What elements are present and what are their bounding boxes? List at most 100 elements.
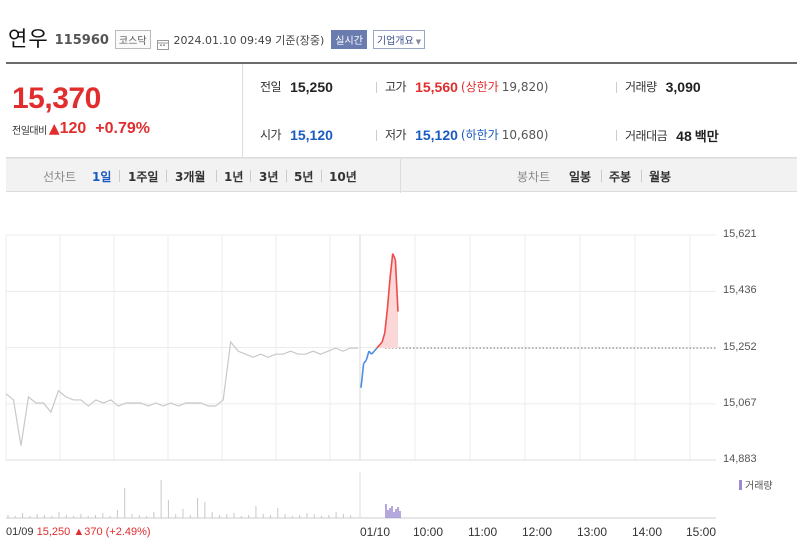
- candle-daily[interactable]: 일봉: [569, 170, 592, 184]
- y-tick-label: 15,067: [723, 396, 757, 409]
- x-tick-label: 15:00: [686, 525, 717, 539]
- today-line-segment: [386, 277, 391, 309]
- stat-sub-value: 19,820): [501, 79, 549, 94]
- realtime-button[interactable]: 실시간: [331, 29, 367, 49]
- company-name: 연우: [8, 27, 49, 51]
- line-chart-label: 선차트: [43, 170, 77, 184]
- today-line-segment: [378, 341, 383, 346]
- stat-amount: 거래대금 48 백만: [625, 126, 719, 146]
- volume-legend-label: 거래량: [745, 481, 773, 492]
- today-line-segment: [365, 350, 370, 361]
- prev-day-line: [5, 340, 358, 446]
- x-tick-label: 10:00: [413, 525, 444, 539]
- price-chart[interactable]: [0, 195, 797, 470]
- today-line-segment: [389, 253, 394, 279]
- divider: [641, 170, 642, 182]
- today-line-segment: [363, 359, 367, 364]
- stat-value: 48: [676, 127, 692, 144]
- today-line-segment: [391, 253, 397, 261]
- prev-change: 370: [84, 526, 103, 538]
- today-line-segment: [370, 350, 375, 355]
- volume-swatch: [739, 479, 742, 490]
- stat-label: 거래량: [625, 80, 657, 94]
- x-tick-label: 13:00: [577, 525, 608, 539]
- candle-chart-label: 봉차트: [517, 170, 551, 184]
- stat-value: 3,090: [665, 78, 701, 95]
- period-10y[interactable]: 10년: [329, 170, 357, 184]
- divider: [286, 170, 287, 182]
- prev-date: 01/09: [6, 526, 34, 538]
- y-tick-label: 15,436: [723, 284, 757, 297]
- stat-value: 15,120: [290, 126, 333, 143]
- today-line-segment: [376, 344, 381, 349]
- change-value: 120: [59, 120, 87, 137]
- stat-unit: 백만: [694, 130, 719, 145]
- period-1w[interactable]: 1주일: [128, 170, 159, 184]
- period-1y[interactable]: 1년: [224, 170, 244, 184]
- divider: [616, 130, 617, 141]
- period-3y[interactable]: 3년: [259, 170, 279, 184]
- volume-chart: [6, 472, 716, 519]
- datetime: 2024.01.10 09:49 기준(장중): [174, 32, 325, 48]
- stat-value: 15,250: [290, 78, 333, 95]
- company-overview-label: 기업개요: [376, 35, 414, 47]
- datetime-value: 2024.01.10 09:49: [173, 33, 272, 47]
- x-tick-label: 01/10: [360, 525, 391, 539]
- market-badge: 코스닥: [114, 29, 151, 49]
- up-arrow-icon: ▲: [73, 526, 85, 538]
- stat-sub-label: (하한가: [460, 128, 499, 142]
- period-5y[interactable]: 5년: [294, 170, 314, 184]
- stat-prev-close: 전일 15,250: [260, 78, 333, 95]
- divider: [601, 170, 602, 182]
- up-arrow-icon: ▲: [48, 121, 60, 137]
- stat-value: 15,560: [415, 78, 458, 95]
- change-label: 전일대비: [12, 125, 47, 137]
- up-area: [376, 253, 398, 349]
- stat-sub-label: (상한가: [460, 80, 499, 94]
- stat-label: 고가: [385, 80, 407, 94]
- x-tick-label: 14:00: [632, 525, 663, 539]
- today-line-segment: [381, 332, 386, 343]
- stat-label: 저가: [385, 128, 407, 142]
- prev-close: 15,250: [36, 526, 71, 538]
- datetime-basis: 기준(장중): [275, 33, 325, 47]
- stat-open: 시가 15,120: [260, 126, 333, 143]
- period-bar: 선차트 1일 1주일 3개월 1년 3년 5년 10년 봉차트 일봉 주봉 월봉: [6, 158, 797, 193]
- candle-weekly[interactable]: 주봉: [609, 170, 632, 184]
- prev-day-info: 01/09 15,250 ▲ 370 (+2.49%): [6, 526, 151, 538]
- divider: [616, 82, 617, 93]
- y-tick-label: 15,621: [723, 228, 757, 240]
- stat-low: 저가 15,120 (하한가 10,680): [385, 126, 548, 143]
- stock-header: 연우 115960 코스닥 2024.01.10 09:49 기준(장중) 실시…: [8, 22, 797, 54]
- stat-sub-value: 10,680): [501, 127, 549, 142]
- period-3m[interactable]: 3개월: [175, 170, 206, 184]
- change-row: 전일대비 ▲ 120 +0.79%: [12, 120, 150, 138]
- stat-label: 시가: [260, 128, 282, 142]
- period-1d[interactable]: 1일: [92, 170, 112, 184]
- x-tick-label: 11:00: [468, 525, 498, 539]
- divider: [376, 82, 377, 93]
- stat-high: 고가 15,560 (상한가 19,820): [385, 78, 548, 95]
- stat-label: 거래대금: [625, 129, 668, 143]
- divider: [400, 159, 401, 193]
- price-summary: 15,370 전일대비 ▲ 120 +0.79% 전일 15,250 고가 15…: [6, 62, 797, 158]
- y-tick-label: 14,883: [723, 453, 757, 465]
- y-tick-label: 15,252: [723, 340, 757, 353]
- stock-code: 115960: [54, 33, 109, 48]
- x-tick-label: 12:00: [522, 525, 553, 539]
- stat-volume: 거래량 3,090: [625, 78, 701, 95]
- stat-label: 전일: [260, 80, 282, 94]
- today-line-segment: [373, 347, 378, 352]
- candle-monthly[interactable]: 월봉: [649, 170, 672, 184]
- divider: [216, 170, 217, 182]
- calendar-icon: [156, 35, 170, 50]
- today-line-segment: [383, 308, 389, 333]
- divider: [242, 64, 243, 158]
- company-overview-button[interactable]: 기업개요 ▼: [372, 29, 426, 49]
- divider: [250, 170, 251, 182]
- caret-down-icon: ▼: [415, 37, 422, 46]
- divider: [119, 170, 120, 182]
- volume-legend: 거래량: [739, 477, 773, 492]
- change-percent: +0.79%: [95, 120, 151, 137]
- stat-value: 15,120: [415, 126, 458, 143]
